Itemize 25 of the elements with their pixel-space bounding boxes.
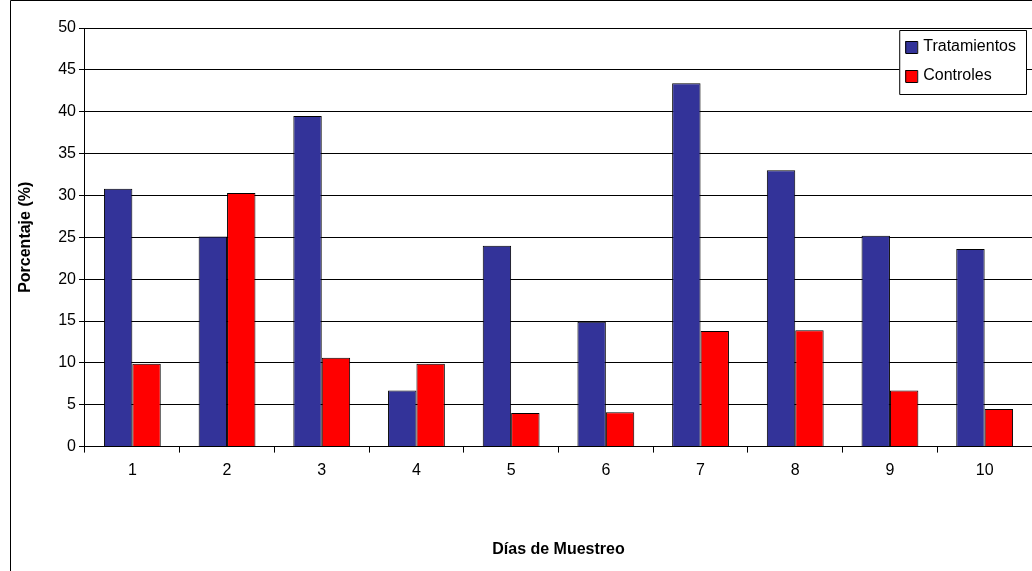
- x-tick-label: 9: [885, 460, 895, 478]
- y-tick-label: 50: [58, 18, 77, 36]
- x-tick-label: 2: [222, 460, 232, 478]
- y-tick-label: 35: [58, 143, 77, 161]
- y-tick-label: 45: [58, 60, 77, 78]
- legend-label: Tratamientos: [923, 37, 1017, 55]
- y-tick-label: 30: [58, 185, 77, 203]
- x-tick-label: 10: [975, 460, 994, 478]
- y-tick-label: 5: [67, 395, 77, 413]
- x-tick-label: 6: [601, 460, 611, 478]
- x-tick-label: 5: [506, 460, 516, 478]
- y-tick-label: 10: [58, 353, 77, 371]
- y-tick-label: 20: [58, 269, 77, 287]
- y-tick-label: 25: [58, 227, 77, 245]
- y-axis-title: Porcentaje (%): [16, 181, 34, 293]
- x-axis-title: Días de Muestreo: [492, 539, 625, 557]
- x-tick-label: 7: [696, 460, 706, 478]
- y-tick-label: 0: [67, 437, 77, 455]
- x-tick-label: 3: [317, 460, 327, 478]
- y-tick-label: 40: [58, 102, 77, 120]
- x-tick-label: 8: [790, 460, 800, 478]
- legend-label: Controles: [923, 66, 992, 84]
- y-tick-label: 15: [58, 311, 77, 329]
- x-tick-label: 1: [127, 460, 137, 478]
- x-tick-label: 4: [411, 460, 421, 478]
